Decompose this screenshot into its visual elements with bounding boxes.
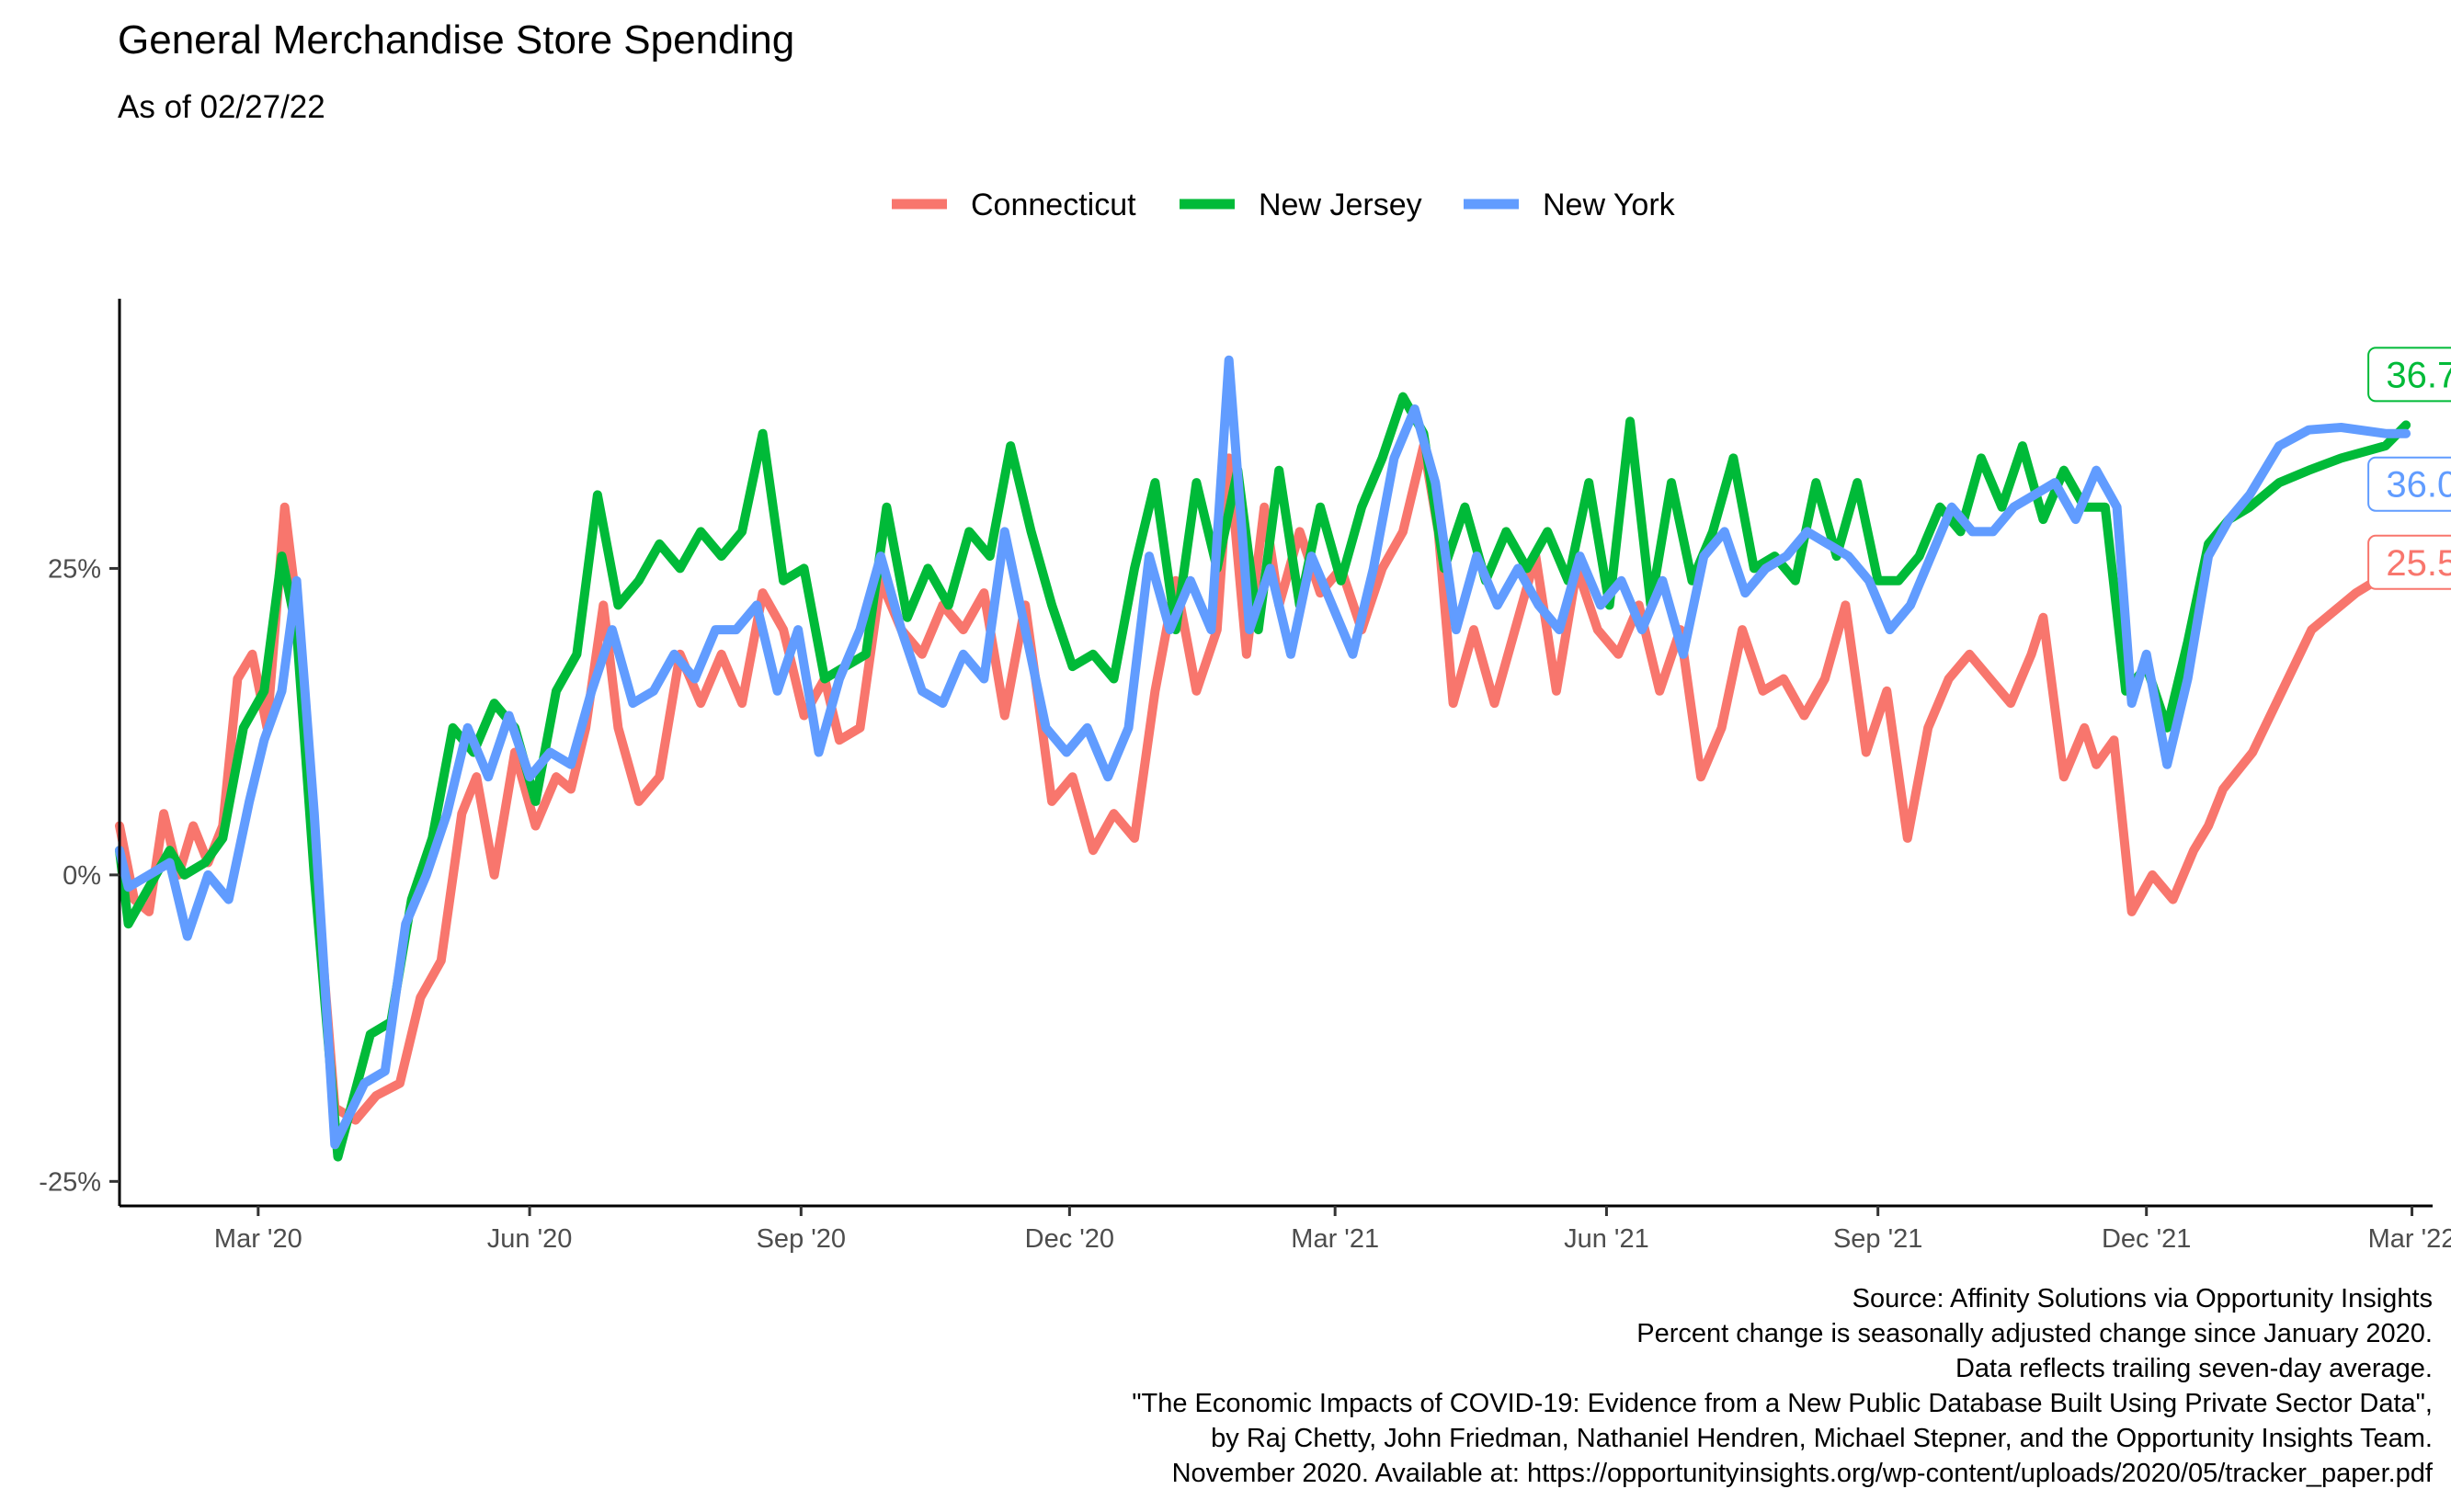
x-tick-label: Sep '21 (1833, 1224, 1922, 1254)
caption-line: by Raj Chetty, John Friedman, Nathaniel … (1211, 1424, 2433, 1453)
y-axis: -25% 0% 25% (39, 554, 120, 1197)
caption: Source: Affinity Solutions via Opportuni… (1132, 1284, 2434, 1488)
legend-label: New York (1543, 188, 1676, 222)
caption-line: November 2020. Available at: https://opp… (1172, 1459, 2434, 1488)
x-tick-label: Mar '21 (1291, 1224, 1379, 1254)
series-line-new-york (115, 355, 2411, 1150)
legend-label: Connecticut (971, 188, 1136, 222)
caption-line: Data reflects trailing seven-day average… (1955, 1354, 2433, 1383)
end-label: 36.7% (2386, 355, 2451, 395)
caption-line: Source: Affinity Solutions via Opportuni… (1852, 1284, 2433, 1313)
x-tick-label: Mar '20 (214, 1224, 302, 1254)
x-axis: Mar '20 Jun '20 Sep '20 Dec '20 Mar '21 Jun '… (214, 1206, 2451, 1254)
end-label-box (2367, 456, 2451, 512)
caption-line: Percent change is seasonally adjusted ch… (1636, 1319, 2433, 1348)
x-tick-label: Sep '20 (757, 1224, 846, 1254)
end-label-box (2367, 347, 2451, 403)
plot-lines (115, 355, 2411, 1162)
end-label-box (2367, 534, 2451, 590)
y-tick-label: 25% (48, 554, 101, 584)
series-line-connecticut (115, 441, 2411, 1125)
legend-label: New Jersey (1259, 188, 1422, 222)
end-labels: 25.5% 36.7% 36.0% (2367, 347, 2451, 590)
y-tick-label: -25% (39, 1167, 101, 1197)
chart-subtitle: As of 02/27/22 (118, 89, 325, 125)
y-tick-label: 0% (63, 861, 101, 891)
x-tick-label: Mar '22 (2368, 1224, 2451, 1254)
caption-line: "The Economic Impacts of COVID-19: Evide… (1132, 1389, 2433, 1418)
end-label: 25.5% (2386, 543, 2451, 584)
legend: Connecticut New Jersey New York (892, 188, 1676, 222)
x-tick-label: Jun '21 (1564, 1224, 1649, 1254)
x-tick-label: Jun '20 (487, 1224, 573, 1254)
chart-title: General Merchandise Store Spending (118, 17, 794, 63)
x-tick-label: Dec '20 (1025, 1224, 1114, 1254)
end-label: 36.0% (2386, 465, 2451, 506)
x-tick-label: Dec '21 (2102, 1224, 2191, 1254)
